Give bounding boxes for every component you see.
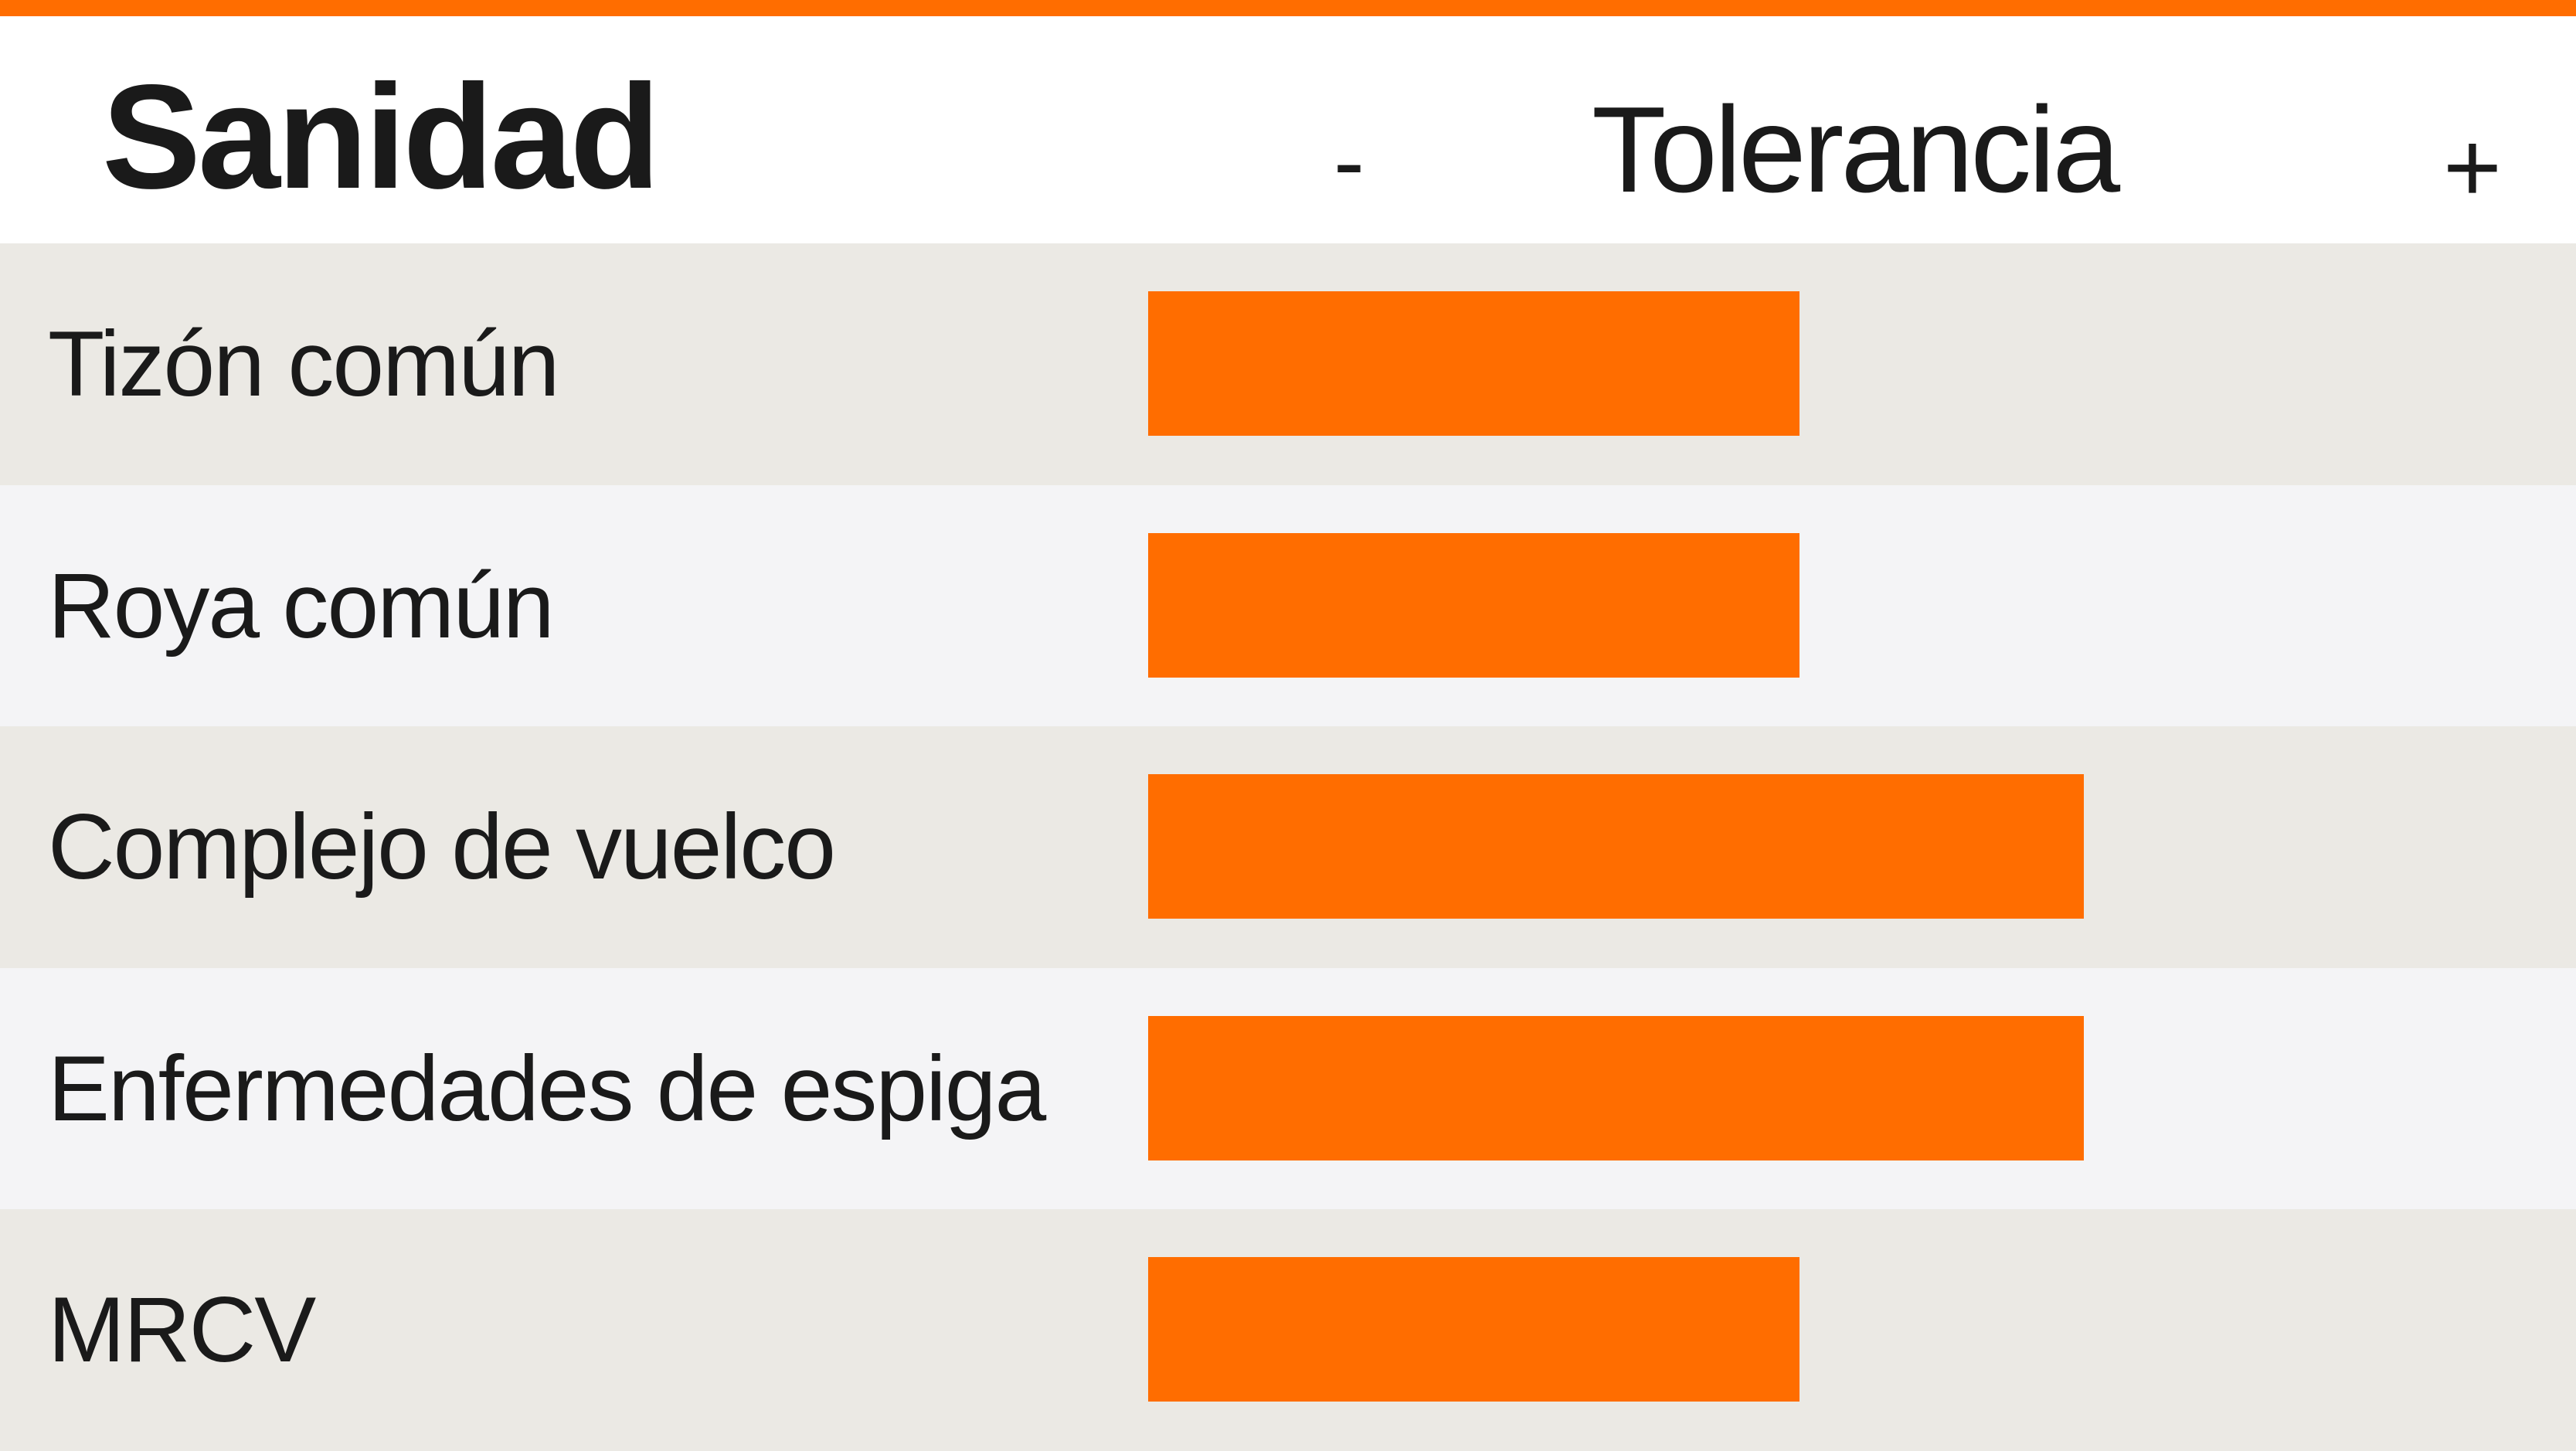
- category-label: Complejo de vuelco: [48, 795, 836, 899]
- bar-track: [1148, 1015, 2534, 1160]
- category-label: Tizón común: [48, 312, 559, 416]
- bar-track: [1148, 774, 2534, 919]
- axis-max-label: +: [2443, 110, 2502, 223]
- tolerance-bar: [1148, 1015, 2084, 1160]
- category-label: MRCV: [48, 1278, 316, 1381]
- chart-rows: Tizón común Roya común Complejo de vuelco E…: [0, 243, 2576, 1451]
- chart-row: Complejo de vuelco: [0, 726, 2576, 968]
- chart-title: Sanidad: [102, 53, 661, 219]
- category-label: Roya común: [48, 553, 555, 658]
- chart-header: Sanidad - Tolerancia +: [0, 16, 2576, 243]
- axis-title: Tolerancia: [1592, 82, 2120, 218]
- chart-row: Roya común: [0, 484, 2576, 727]
- bar-track: [1148, 291, 2534, 436]
- axis-min-label: -: [1334, 110, 1364, 213]
- tolerance-bar: [1148, 532, 1799, 678]
- chart-row: Tizón común: [0, 243, 2576, 485]
- tolerance-bar: [1148, 774, 2084, 919]
- tolerance-bar: [1148, 291, 1799, 436]
- chart-row: MRCV: [0, 1209, 2576, 1451]
- tolerance-bar: [1148, 1257, 1799, 1402]
- category-label: Enfermedades de espiga: [48, 1036, 1046, 1140]
- bar-track: [1148, 1257, 2534, 1402]
- chart-row: Enfermedades de espiga: [0, 967, 2576, 1210]
- bar-track: [1148, 532, 2534, 678]
- top-accent-rule: [0, 0, 2576, 16]
